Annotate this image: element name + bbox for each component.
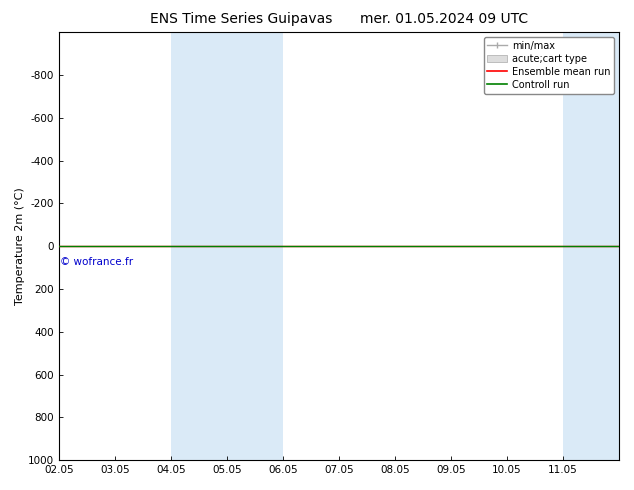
- Bar: [171, 32, 227, 460]
- Bar: [563, 32, 619, 460]
- Text: mer. 01.05.2024 09 UTC: mer. 01.05.2024 09 UTC: [359, 12, 528, 26]
- Y-axis label: Temperature 2m (°C): Temperature 2m (°C): [15, 187, 25, 305]
- Text: ENS Time Series Guipavas: ENS Time Series Guipavas: [150, 12, 332, 26]
- Text: © wofrance.fr: © wofrance.fr: [60, 257, 133, 267]
- Legend: min/max, acute;cart type, Ensemble mean run, Controll run: min/max, acute;cart type, Ensemble mean …: [484, 37, 614, 94]
- Bar: [227, 32, 283, 460]
